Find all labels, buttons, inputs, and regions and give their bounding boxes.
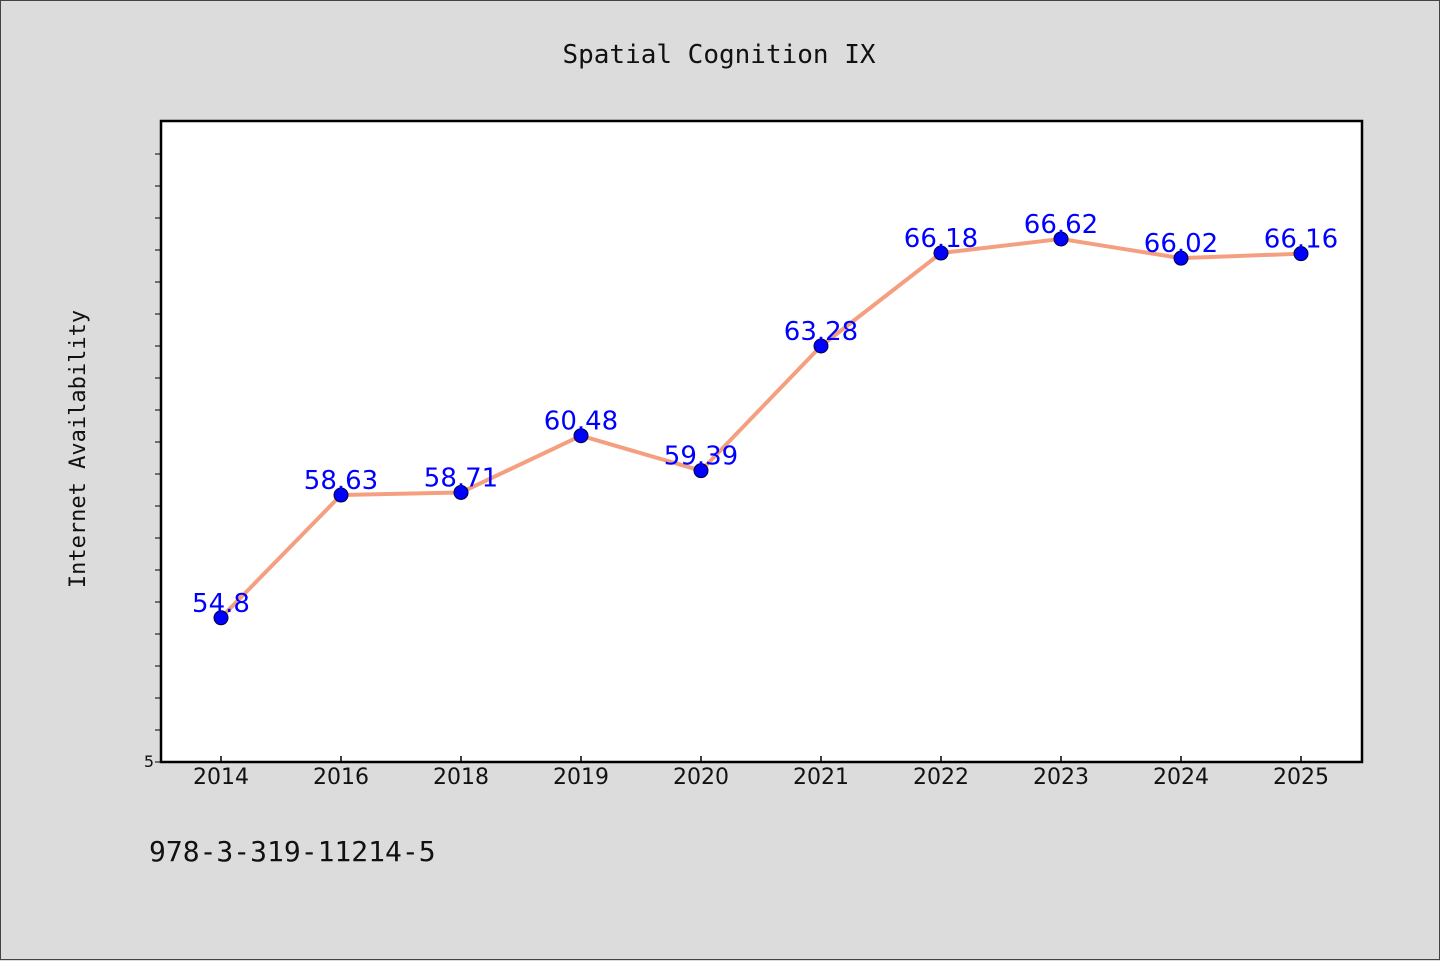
x-tick-label: 2014: [193, 765, 249, 790]
data-point: [213, 610, 229, 626]
y-tick-label: 5: [144, 752, 154, 771]
chart-title: Spatial Cognition IX: [562, 40, 875, 70]
series-line: [219, 236, 1303, 620]
isbn-footer: 978-3-319-11214-5: [149, 835, 436, 868]
data-point: [813, 338, 829, 354]
y-axis-ticks: [155, 153, 161, 763]
x-tick-label: 2022: [913, 765, 969, 790]
x-tick-label: 2021: [793, 765, 849, 790]
data-label: 66.02: [1144, 229, 1218, 259]
y-axis-label: Internet Availability: [66, 310, 91, 588]
data-point: [573, 428, 589, 444]
data-point: [1293, 246, 1309, 262]
data-point: [333, 487, 349, 503]
data-point: [1053, 231, 1069, 247]
x-axis-ticks: 2014 2016 2018 2019 2020 2021 2022 2023 2024 2025: [193, 756, 1329, 790]
data-point: [693, 463, 709, 479]
x-tick-label: 2025: [1273, 765, 1329, 790]
data-label: 66.16: [1264, 225, 1338, 255]
data-point: [933, 245, 949, 261]
data-label: 63.28: [784, 317, 858, 347]
data-label: 54.8: [192, 589, 250, 619]
x-tick-label: 2020: [673, 765, 729, 790]
x-tick-label: 2023: [1033, 765, 1089, 790]
x-tick-label: 2019: [553, 765, 609, 790]
x-tick-label: 2016: [313, 765, 369, 790]
data-label: 58.63: [304, 466, 378, 496]
data-label: 66.18: [904, 224, 978, 254]
x-tick-label: 2018: [433, 765, 489, 790]
plot-area: [159, 119, 1364, 764]
data-label: 59.39: [664, 442, 738, 472]
x-tick-label: 2024: [1153, 765, 1209, 790]
data-label: 66.62: [1024, 210, 1098, 240]
series-layer: 54.8 58.63 58.71 60.48 59.39 63.28 66.18 66.62 6…: [192, 210, 1338, 626]
data-point: [1173, 250, 1189, 266]
data-label: 58.71: [424, 463, 498, 493]
data-point: [453, 484, 469, 500]
data-label: 60.48: [544, 407, 618, 437]
